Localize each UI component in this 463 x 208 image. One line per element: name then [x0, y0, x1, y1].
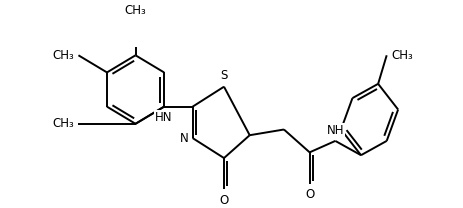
Text: CH₃: CH₃: [52, 49, 74, 62]
Text: HN: HN: [155, 111, 172, 124]
Text: NH: NH: [326, 124, 344, 137]
Text: CH₃: CH₃: [52, 117, 74, 130]
Text: N: N: [179, 132, 188, 145]
Text: S: S: [220, 69, 227, 82]
Text: O: O: [304, 188, 313, 201]
Text: O: O: [219, 194, 228, 207]
Text: CH₃: CH₃: [125, 4, 146, 17]
Text: CH₃: CH₃: [390, 49, 412, 62]
